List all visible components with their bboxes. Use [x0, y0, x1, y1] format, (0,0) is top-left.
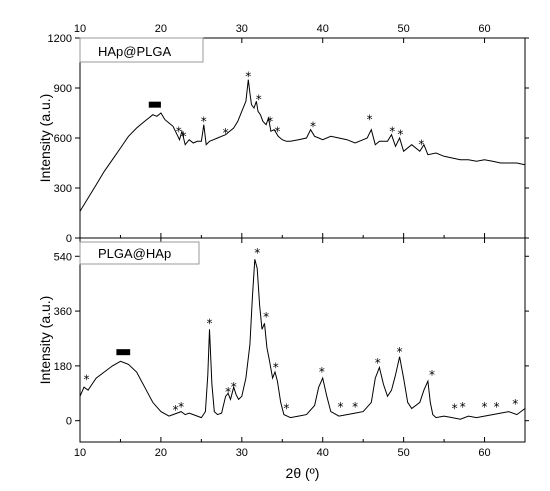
x-tick-label: 10 — [74, 447, 86, 459]
x-tick-label: 20 — [155, 447, 167, 459]
plot-frame — [79, 237, 526, 443]
peak-marker-star: * — [263, 310, 269, 324]
peak-marker-star: * — [397, 128, 403, 142]
x-top-tick-label: 30 — [236, 23, 248, 35]
peak-marker-star: * — [206, 316, 212, 330]
peak-marker-star: * — [319, 365, 325, 379]
legend-label: HAp@PLGA — [98, 44, 171, 59]
peak-marker-star: * — [83, 373, 89, 387]
x-top-tick-label: 20 — [155, 23, 167, 35]
data-line — [80, 79, 525, 212]
peak-marker-star: * — [172, 403, 178, 417]
x-top-tick-label: 60 — [478, 23, 490, 35]
peak-marker-star: * — [418, 138, 424, 152]
x-tick-label: 50 — [398, 447, 410, 459]
peak-marker-star: * — [397, 345, 403, 359]
y-tick-label: 300 — [54, 183, 72, 195]
peak-marker-star: * — [512, 397, 518, 411]
peak-marker-star: * — [201, 114, 207, 128]
peak-marker-star: * — [452, 402, 458, 416]
peak-marker-star: * — [267, 114, 273, 128]
x-tick-label: 30 — [236, 447, 248, 459]
x-tick-label: 60 — [478, 447, 490, 459]
peak-marker-star: * — [283, 402, 289, 416]
peak-marker-star: * — [352, 400, 358, 414]
x-axis-title: 2θ (º) — [286, 465, 320, 481]
peak-marker-star: * — [245, 69, 251, 83]
y-axis-title: Intensity (a.u.) — [37, 94, 53, 183]
peak-marker-star: * — [482, 400, 488, 414]
plot-frame — [79, 37, 526, 239]
y-tick-label: 0 — [66, 233, 72, 245]
data-line — [80, 259, 525, 420]
peak-marker-star: * — [223, 126, 229, 140]
y-axis-title: Intensity (a.u.) — [37, 296, 53, 385]
peak-marker-star: * — [254, 246, 260, 260]
x-top-tick-label: 40 — [317, 23, 329, 35]
legend-box — [79, 241, 200, 265]
y-tick-label: 600 — [54, 133, 72, 145]
y-tick-label: 0 — [66, 416, 72, 428]
peak-marker-star: * — [181, 129, 187, 143]
x-top-tick-label: 10 — [74, 23, 86, 35]
y-tick-label: 180 — [54, 361, 72, 373]
peak-marker-star: * — [274, 124, 280, 138]
peak-marker-star: * — [389, 124, 395, 138]
y-tick-label: 900 — [54, 83, 72, 95]
peak-marker-star: * — [256, 93, 262, 107]
peak-marker-star: * — [225, 385, 231, 399]
peak-marker-star: * — [176, 124, 182, 138]
peak-marker-star: * — [310, 119, 316, 133]
peak-marker-star: * — [178, 400, 184, 414]
peak-marker-star: * — [231, 380, 237, 394]
peak-marker-star: * — [375, 356, 381, 370]
x-tick-label: 40 — [317, 447, 329, 459]
peak-marker-star: * — [460, 400, 466, 414]
legend-box — [79, 37, 204, 63]
y-tick-label: 1200 — [48, 33, 72, 45]
peak-marker-star: * — [273, 360, 279, 374]
amorphous-marker-bar — [148, 101, 161, 108]
peak-marker-star: * — [338, 400, 344, 414]
y-tick-label: 540 — [54, 251, 72, 263]
amorphous-marker-bar — [116, 349, 131, 356]
legend-label: PLGA@HAp — [98, 246, 171, 261]
y-tick-label: 360 — [54, 306, 72, 318]
peak-marker-star: * — [429, 368, 435, 382]
x-top-tick-label: 50 — [398, 23, 410, 35]
peak-marker-star: * — [494, 400, 500, 414]
peak-marker-star: * — [367, 113, 373, 127]
